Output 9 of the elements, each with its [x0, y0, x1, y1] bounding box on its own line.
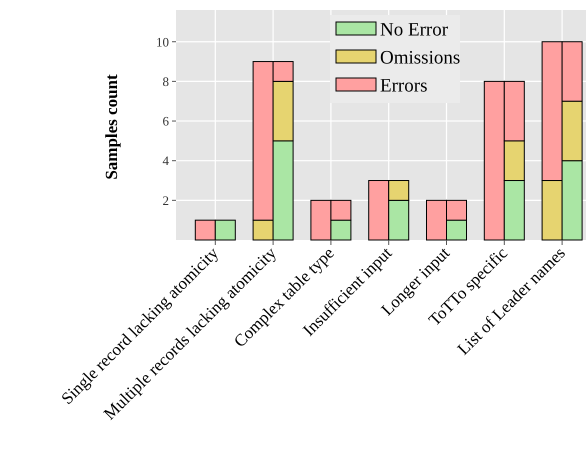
legend-label: Omissions — [380, 48, 460, 69]
y-tick-label: 6 — [162, 114, 170, 129]
y-tick-label: 4 — [162, 153, 170, 168]
y-axis-title: Samples count — [102, 74, 121, 180]
legend-label: No Error — [380, 20, 449, 41]
y-tick-label: 10 — [156, 34, 169, 50]
y-tick-label: 8 — [162, 74, 169, 89]
legend-label: Errors — [380, 76, 428, 97]
y-tick-label: 2 — [162, 192, 169, 208]
